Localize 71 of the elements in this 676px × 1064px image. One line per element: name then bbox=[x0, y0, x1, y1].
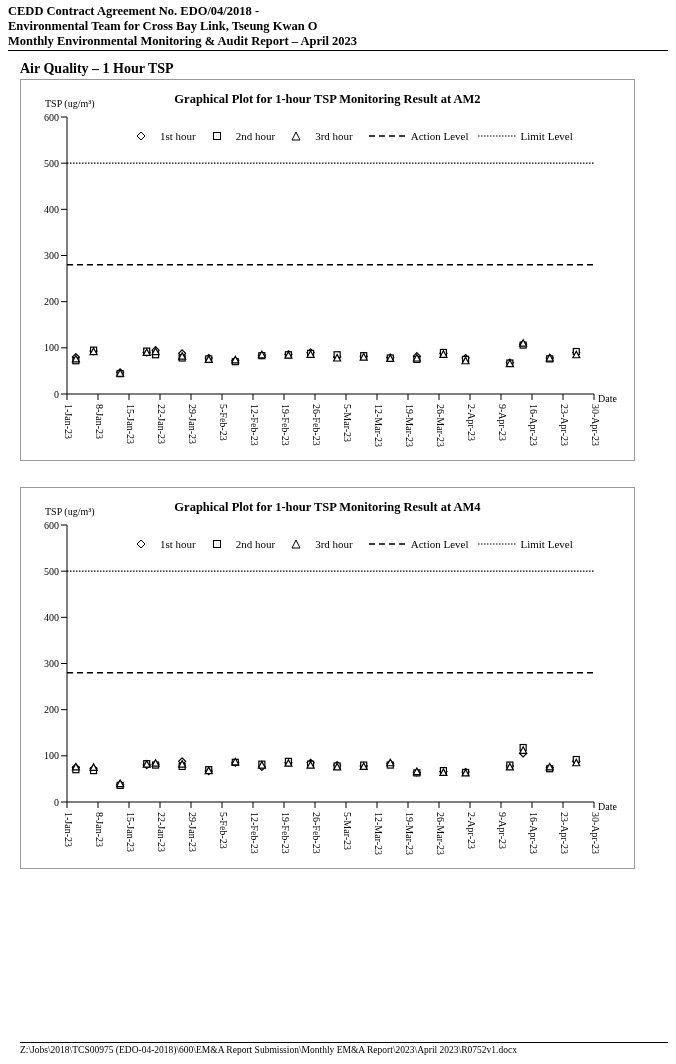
y-tick-label: 600 bbox=[44, 111, 59, 123]
x-tick-label: 22-Jan-23 bbox=[155, 404, 167, 444]
x-tick-label: 16-Apr-23 bbox=[527, 404, 539, 447]
x-tick-label: 29-Jan-23 bbox=[186, 812, 198, 852]
x-tick-label: 15-Jan-23 bbox=[124, 404, 136, 444]
legend-label: Limit Level bbox=[519, 538, 573, 550]
x-tick-label: 19-Feb-23 bbox=[279, 404, 291, 446]
x-tick-label: 19-Mar-23 bbox=[403, 812, 415, 856]
y-tick-label: 0 bbox=[54, 388, 59, 400]
y-tick-label: 600 bbox=[44, 519, 59, 531]
x-tick-label: 19-Feb-23 bbox=[279, 812, 291, 854]
x-tick-label: 2-Apr-23 bbox=[465, 404, 477, 442]
x-tick-label: 29-Jan-23 bbox=[186, 404, 198, 444]
y-tick-label: 200 bbox=[44, 296, 59, 308]
chart-title: Graphical Plot for 1-hour TSP Monitoring Result at AM2 bbox=[174, 92, 481, 106]
legend-label: 1st hour bbox=[159, 538, 196, 550]
text: Environmental Team for Cross Bay Link, Tseung Kwan O bbox=[8, 19, 319, 34]
x-tick-label: 5-Mar-23 bbox=[341, 812, 353, 851]
y-tick-label: 500 bbox=[44, 565, 59, 577]
x-tick-label: 30-Apr-23 bbox=[589, 812, 601, 855]
x-tick-label: 26-Feb-23 bbox=[310, 812, 322, 854]
x-tick-label: 12-Feb-23 bbox=[248, 404, 260, 446]
legend-label: Limit Level bbox=[519, 130, 573, 142]
y-axis-title: TSP (ug/m³) bbox=[45, 98, 95, 109]
x-tick-label: 5-Feb-23 bbox=[217, 404, 229, 441]
y-tick-label: 100 bbox=[44, 342, 59, 354]
x-tick-label: 1-Jan-23 bbox=[62, 812, 74, 847]
x-tick-label: 26-Feb-23 bbox=[310, 404, 322, 446]
text: CEDD Contract Agreement No. EDO/04/2018 - bbox=[8, 4, 261, 19]
y-tick-label: 300 bbox=[44, 658, 59, 670]
x-tick-label: 8-Jan-23 bbox=[93, 404, 105, 439]
y-tick-label: 100 bbox=[44, 750, 59, 762]
x-tick-label: 23-Apr-23 bbox=[558, 404, 570, 447]
x-tick-label: 9-Apr-23 bbox=[496, 404, 508, 442]
legend-label: 2nd hour bbox=[234, 130, 276, 142]
x-tick-label: 12-Feb-23 bbox=[248, 812, 260, 854]
y-tick-label: 500 bbox=[44, 157, 59, 169]
chart-title: Graphical Plot for 1-hour TSP Monitoring Result at AM4 bbox=[174, 500, 481, 514]
x-tick-label: 12-Mar-23 bbox=[372, 812, 384, 856]
y-tick-label: 400 bbox=[44, 203, 59, 215]
x-axis-title: Date bbox=[598, 392, 618, 404]
legend-label: 2nd hour bbox=[234, 538, 276, 550]
x-tick-label: 5-Mar-23 bbox=[341, 404, 353, 443]
x-tick-label: 5-Feb-23 bbox=[217, 812, 229, 849]
x-tick-label: 9-Apr-23 bbox=[496, 812, 508, 850]
x-tick-label: 26-Mar-23 bbox=[434, 812, 446, 856]
legend-label: Action Level bbox=[409, 538, 469, 550]
legend-label: 3rd hour bbox=[314, 130, 353, 142]
x-tick-label: 22-Jan-23 bbox=[155, 812, 167, 852]
x-tick-label: 12-Mar-23 bbox=[372, 404, 384, 448]
text: Monthly Environmental Monitoring & Audit Report – April 2023 bbox=[8, 34, 359, 49]
x-tick-label: 16-Apr-23 bbox=[527, 812, 539, 855]
y-tick-label: 0 bbox=[54, 796, 59, 808]
x-tick-label: 15-Jan-23 bbox=[124, 812, 136, 852]
x-tick-label: 2-Apr-23 bbox=[465, 812, 477, 850]
legend-label: 3rd hour bbox=[314, 538, 353, 550]
y-axis-title: TSP (ug/m³) bbox=[45, 506, 95, 517]
legend-label: Action Level bbox=[409, 130, 469, 142]
text: Z:\Jobs\2018\TCS00975 (EDO-04-2018)\600\EM&A Report Submission\Monthly EM&A Report\2023\April 2023\R0752v1.docx bbox=[20, 1045, 668, 1055]
x-tick-label: 30-Apr-23 bbox=[589, 404, 601, 447]
y-tick-label: 300 bbox=[44, 250, 59, 262]
x-tick-label: 26-Mar-23 bbox=[434, 404, 446, 448]
text: Air Quality – 1 Hour TSP bbox=[20, 61, 175, 77]
y-tick-label: 200 bbox=[44, 704, 59, 716]
x-tick-label: 8-Jan-23 bbox=[93, 812, 105, 847]
x-axis-title: Date bbox=[598, 800, 618, 812]
x-tick-label: 23-Apr-23 bbox=[558, 812, 570, 855]
x-tick-label: 1-Jan-23 bbox=[62, 404, 74, 439]
x-tick-label: 19-Mar-23 bbox=[403, 404, 415, 448]
y-tick-label: 400 bbox=[44, 611, 59, 623]
legend-label: 1st hour bbox=[159, 130, 196, 142]
